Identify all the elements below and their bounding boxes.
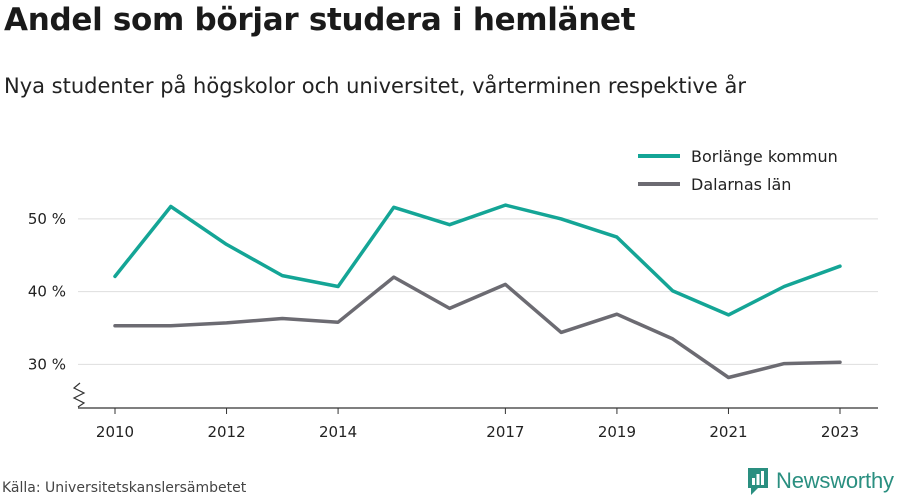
brand: Newsworthy [746, 466, 894, 496]
y-tick-label: 50 % [28, 210, 66, 228]
chart-title: Andel som börjar studera i hemlänet [4, 2, 636, 38]
x-tick-label: 2014 [319, 423, 357, 441]
line-chart: 30 % 40 % 50 % 2010 2012 2014 2017 2019 2021 202… [28, 147, 878, 441]
legend: Borlänge kommun Dalarnas län [638, 147, 838, 194]
y-tick-label: 30 % [28, 355, 66, 373]
newsworthy-chart-icon [746, 466, 770, 496]
x-tick-label: 2010 [96, 423, 134, 441]
brand-name: Newsworthy [776, 468, 894, 493]
x-tick-label: 2012 [207, 423, 245, 441]
x-tick-label: 2021 [709, 423, 747, 441]
series-lines [113, 203, 842, 380]
series-line-dalarnas-lan [113, 275, 842, 380]
chart-subtitle: Nya studenter på högskolor och universit… [4, 74, 746, 98]
x-tick-label: 2019 [598, 423, 636, 441]
legend-label: Borlänge kommun [691, 147, 838, 166]
x-tick-label: 2017 [486, 423, 524, 441]
series-line-borlange-kommun [113, 203, 842, 317]
x-tick-label: 2023 [821, 423, 859, 441]
source-note: Källa: Universitetskanslersämbetet [2, 480, 247, 496]
legend-label: Dalarnas län [691, 175, 791, 194]
grid-lines [78, 218, 878, 365]
y-axis-ticks: 30 % 40 % 50 % [28, 210, 66, 373]
y-tick-label: 40 % [28, 283, 66, 301]
axis-break-icon [72, 382, 86, 408]
x-axis [72, 382, 878, 409]
x-axis-ticks: 2010 2012 2014 2017 2019 2021 2023 [96, 408, 859, 441]
